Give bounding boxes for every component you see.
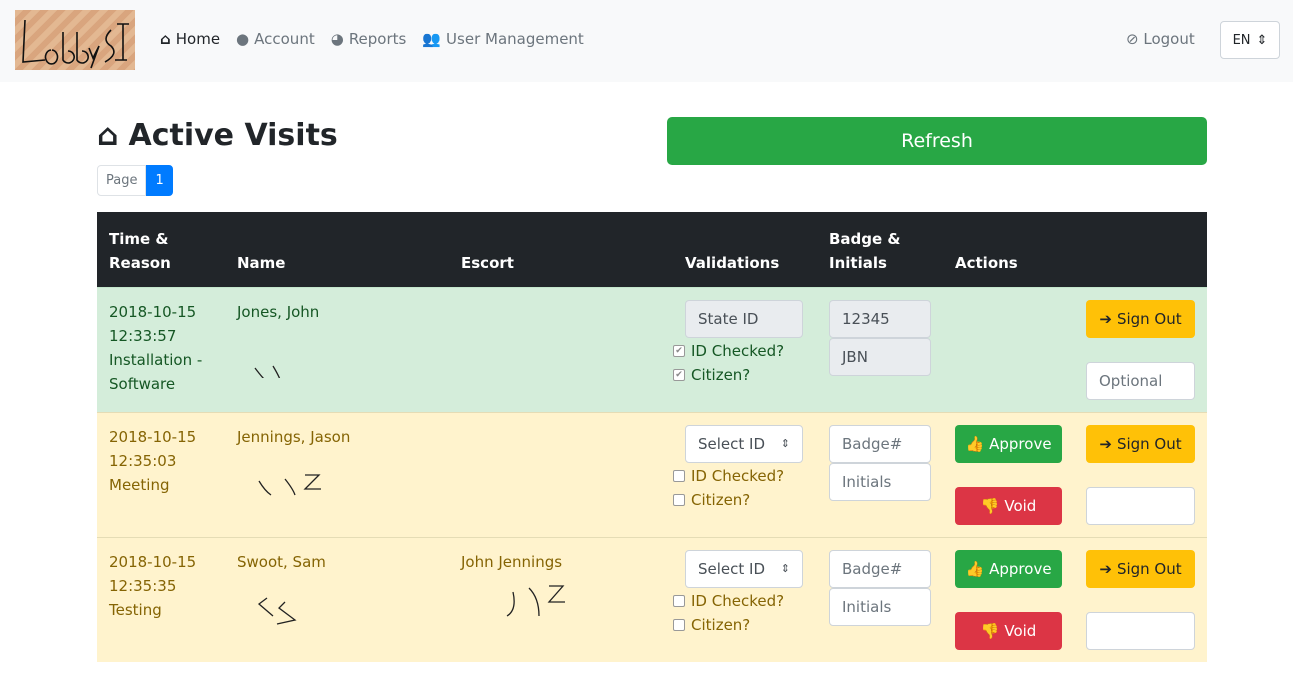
home-icon: ⌂	[160, 30, 171, 48]
validations-cell: Select ID ⇕ ID Checked? Citizen?	[673, 411, 817, 537]
id-type-select[interactable]: Select ID ⇕	[685, 549, 803, 588]
header-escort: Escort	[449, 212, 673, 287]
void-button[interactable]: 👎 Void	[955, 486, 1062, 525]
page-title: ⌂ Active Visits	[97, 118, 338, 153]
sign-out-icon: ➔	[1099, 434, 1112, 453]
badge-input[interactable]: Badge#	[829, 424, 931, 463]
sort-icon: ⇕	[780, 561, 790, 575]
language-select[interactable]: EN ⇕	[1220, 21, 1280, 59]
nav-reports[interactable]: ◕ Reports	[330, 30, 407, 48]
approve-void-cell: 👍 Approve 👎 Void	[943, 411, 1074, 537]
checkbox-icon	[673, 618, 685, 631]
badge-cell: 12345 JBN	[817, 286, 943, 412]
logout-link[interactable]: ⊘ Logout	[1126, 30, 1195, 48]
navbar: ⌂ Home ● Account ◕ Reports 👥 User Management…	[0, 0, 1293, 82]
sign-out-button[interactable]: ➔ Sign Out	[1086, 549, 1195, 588]
signout-cell: ➔ Sign Out Optional	[1074, 286, 1207, 412]
header-name: Name	[225, 212, 449, 287]
escort-cell: John Jennings	[449, 536, 673, 662]
pagination: Page 1	[97, 165, 173, 196]
approve-void-cell	[943, 286, 1074, 412]
checkbox-icon: ✔	[673, 368, 685, 381]
signout-cell: ➔ Sign Out	[1074, 536, 1207, 662]
badge-cell: Badge# Initials	[817, 411, 943, 537]
table-row: 2018-10-15 12:33:57 Installation - Softwar…	[97, 286, 1207, 412]
users-icon: 👥	[422, 30, 442, 48]
visits-table: Time & Reason Name Escort Validations Ba…	[97, 212, 1207, 662]
sign-out-button[interactable]: ➔ Sign Out	[1086, 424, 1195, 463]
table-row: 2018-10-15 12:35:35 Testing Swoot, Sam Joh…	[97, 536, 1207, 662]
header-time-reason: Time & Reason	[97, 212, 225, 287]
id-checked-checkbox[interactable]: ID Checked?	[673, 589, 805, 613]
notes-input[interactable]	[1086, 611, 1195, 650]
nav-account[interactable]: ● Account	[236, 30, 315, 48]
header-badge-initials: Badge & Initials	[817, 212, 943, 287]
time-reason-cell: 2018-10-15 12:35:35 Testing	[97, 536, 225, 662]
name-cell: Swoot, Sam	[225, 536, 449, 662]
sign-out-button[interactable]: ➔ Sign Out	[1086, 299, 1195, 338]
table-row: 2018-10-15 12:35:03 Meeting Jennings, Jaso…	[97, 411, 1207, 537]
time-reason-cell: 2018-10-15 12:35:03 Meeting	[97, 411, 225, 537]
ban-icon: ⊘	[1126, 30, 1139, 48]
id-type-select[interactable]: Select ID ⇕	[685, 424, 803, 463]
id-checked-checkbox[interactable]: ✔ ID Checked?	[673, 339, 805, 363]
page-label: Page	[97, 165, 147, 196]
checkbox-icon: ✔	[673, 344, 685, 357]
escort-signature	[506, 584, 565, 617]
citizen-checkbox[interactable]: Citizen?	[673, 488, 805, 512]
id-type-select[interactable]: State ID	[685, 299, 803, 338]
visitor-signature	[254, 365, 281, 378]
validations-cell: Select ID ⇕ ID Checked? Citizen?	[673, 536, 817, 662]
thumbs-up-icon: 👍	[965, 434, 985, 453]
checkbox-icon	[673, 469, 685, 482]
signout-cell: ➔ Sign Out	[1074, 411, 1207, 537]
approve-button[interactable]: 👍 Approve	[955, 424, 1062, 463]
badge-input[interactable]: 12345	[829, 299, 931, 338]
refresh-button[interactable]: Refresh	[667, 117, 1207, 165]
escort-cell	[449, 286, 673, 412]
page-1[interactable]: 1	[146, 165, 173, 196]
nav-home[interactable]: ⌂ Home	[160, 30, 221, 48]
escort-cell	[449, 411, 673, 537]
thumbs-down-icon: 👎	[980, 496, 1000, 515]
notes-input[interactable]: Optional	[1086, 361, 1195, 400]
approve-button[interactable]: 👍 Approve	[955, 549, 1062, 588]
home-icon: ⌂	[97, 118, 119, 153]
pie-chart-icon: ◕	[330, 30, 344, 48]
thumbs-down-icon: 👎	[980, 621, 1000, 640]
sign-out-icon: ➔	[1099, 559, 1112, 578]
header-extra	[1074, 212, 1207, 287]
checkbox-icon	[673, 594, 685, 607]
header-validations: Validations	[673, 212, 817, 287]
initials-input[interactable]: Initials	[829, 587, 931, 626]
validations-cell: State ID ✔ ID Checked? ✔ Citizen?	[673, 286, 817, 412]
name-cell: Jones, John	[225, 286, 449, 412]
sort-icon: ⇕	[780, 436, 790, 450]
visitor-signature	[258, 473, 321, 496]
visitor-signature	[257, 596, 297, 625]
header-actions: Actions	[943, 212, 1074, 287]
name-cell: Jennings, Jason	[225, 411, 449, 537]
user-circle-icon: ●	[236, 30, 250, 48]
badge-cell: Badge# Initials	[817, 536, 943, 662]
citizen-checkbox[interactable]: ✔ Citizen?	[673, 363, 805, 387]
approve-void-cell: 👍 Approve 👎 Void	[943, 536, 1074, 662]
thumbs-up-icon: 👍	[965, 559, 985, 578]
badge-input[interactable]: Badge#	[829, 549, 931, 588]
checkbox-icon	[673, 493, 685, 506]
initials-input[interactable]: Initials	[829, 462, 931, 501]
time-reason-cell: 2018-10-15 12:33:57 Installation - Softwar…	[97, 286, 225, 412]
notes-input[interactable]	[1086, 486, 1195, 525]
logo[interactable]	[15, 10, 135, 70]
void-button[interactable]: 👎 Void	[955, 611, 1062, 650]
id-checked-checkbox[interactable]: ID Checked?	[673, 464, 805, 488]
citizen-checkbox[interactable]: Citizen?	[673, 613, 805, 637]
sign-out-icon: ➔	[1099, 309, 1112, 328]
initials-input[interactable]: JBN	[829, 337, 931, 376]
sort-icon: ⇕	[1256, 32, 1268, 48]
nav-user-management[interactable]: 👥 User Management	[422, 30, 584, 48]
